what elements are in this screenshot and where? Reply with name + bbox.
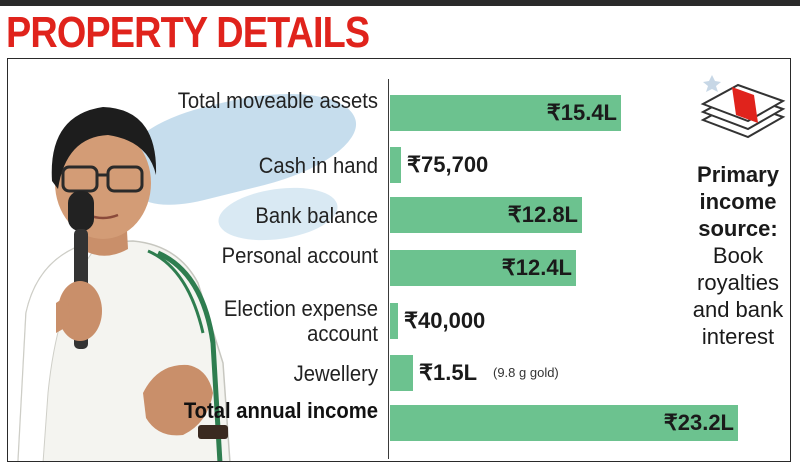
value-label: ₹15.4L bbox=[546, 100, 617, 125]
primary-income-text: Book royalties and bank interest bbox=[692, 243, 784, 349]
primary-income-source: Primary income source: Book royalties an… bbox=[688, 161, 788, 350]
value-label: ₹12.4L bbox=[501, 255, 572, 280]
chart-panel: Primary income source: Book royalties an… bbox=[7, 58, 791, 462]
category-label: Jewellery bbox=[293, 361, 378, 386]
primary-income-heading: Primary income source: bbox=[697, 162, 779, 241]
money-stack-icon bbox=[700, 75, 786, 139]
value-label: ₹12.8L bbox=[507, 202, 578, 227]
axis-divider bbox=[388, 79, 389, 459]
top-rule bbox=[0, 0, 800, 6]
bar bbox=[390, 147, 401, 183]
value-label: ₹1.5L bbox=[419, 360, 478, 385]
value-note: (9.8 g gold) bbox=[493, 365, 559, 380]
category-label: Election expense account bbox=[223, 296, 378, 346]
value-label: ₹75,700 bbox=[407, 152, 489, 177]
bar bbox=[390, 95, 621, 131]
bar bbox=[390, 355, 413, 391]
bar bbox=[390, 303, 398, 339]
value-label: ₹23.2L bbox=[663, 410, 734, 435]
category-label: Personal account bbox=[221, 243, 378, 268]
headline: PROPERTY DETAILS bbox=[6, 8, 370, 57]
bar bbox=[390, 250, 576, 286]
category-label: Cash in hand bbox=[258, 153, 378, 178]
value-label: ₹40,000 bbox=[404, 308, 486, 333]
category-label: Bank balance bbox=[255, 203, 378, 228]
category-label: Total annual income bbox=[183, 398, 378, 423]
speaker-portrait bbox=[17, 107, 231, 461]
bar bbox=[390, 405, 738, 441]
category-label: Total moveable assets bbox=[177, 88, 378, 113]
bar bbox=[390, 197, 582, 233]
